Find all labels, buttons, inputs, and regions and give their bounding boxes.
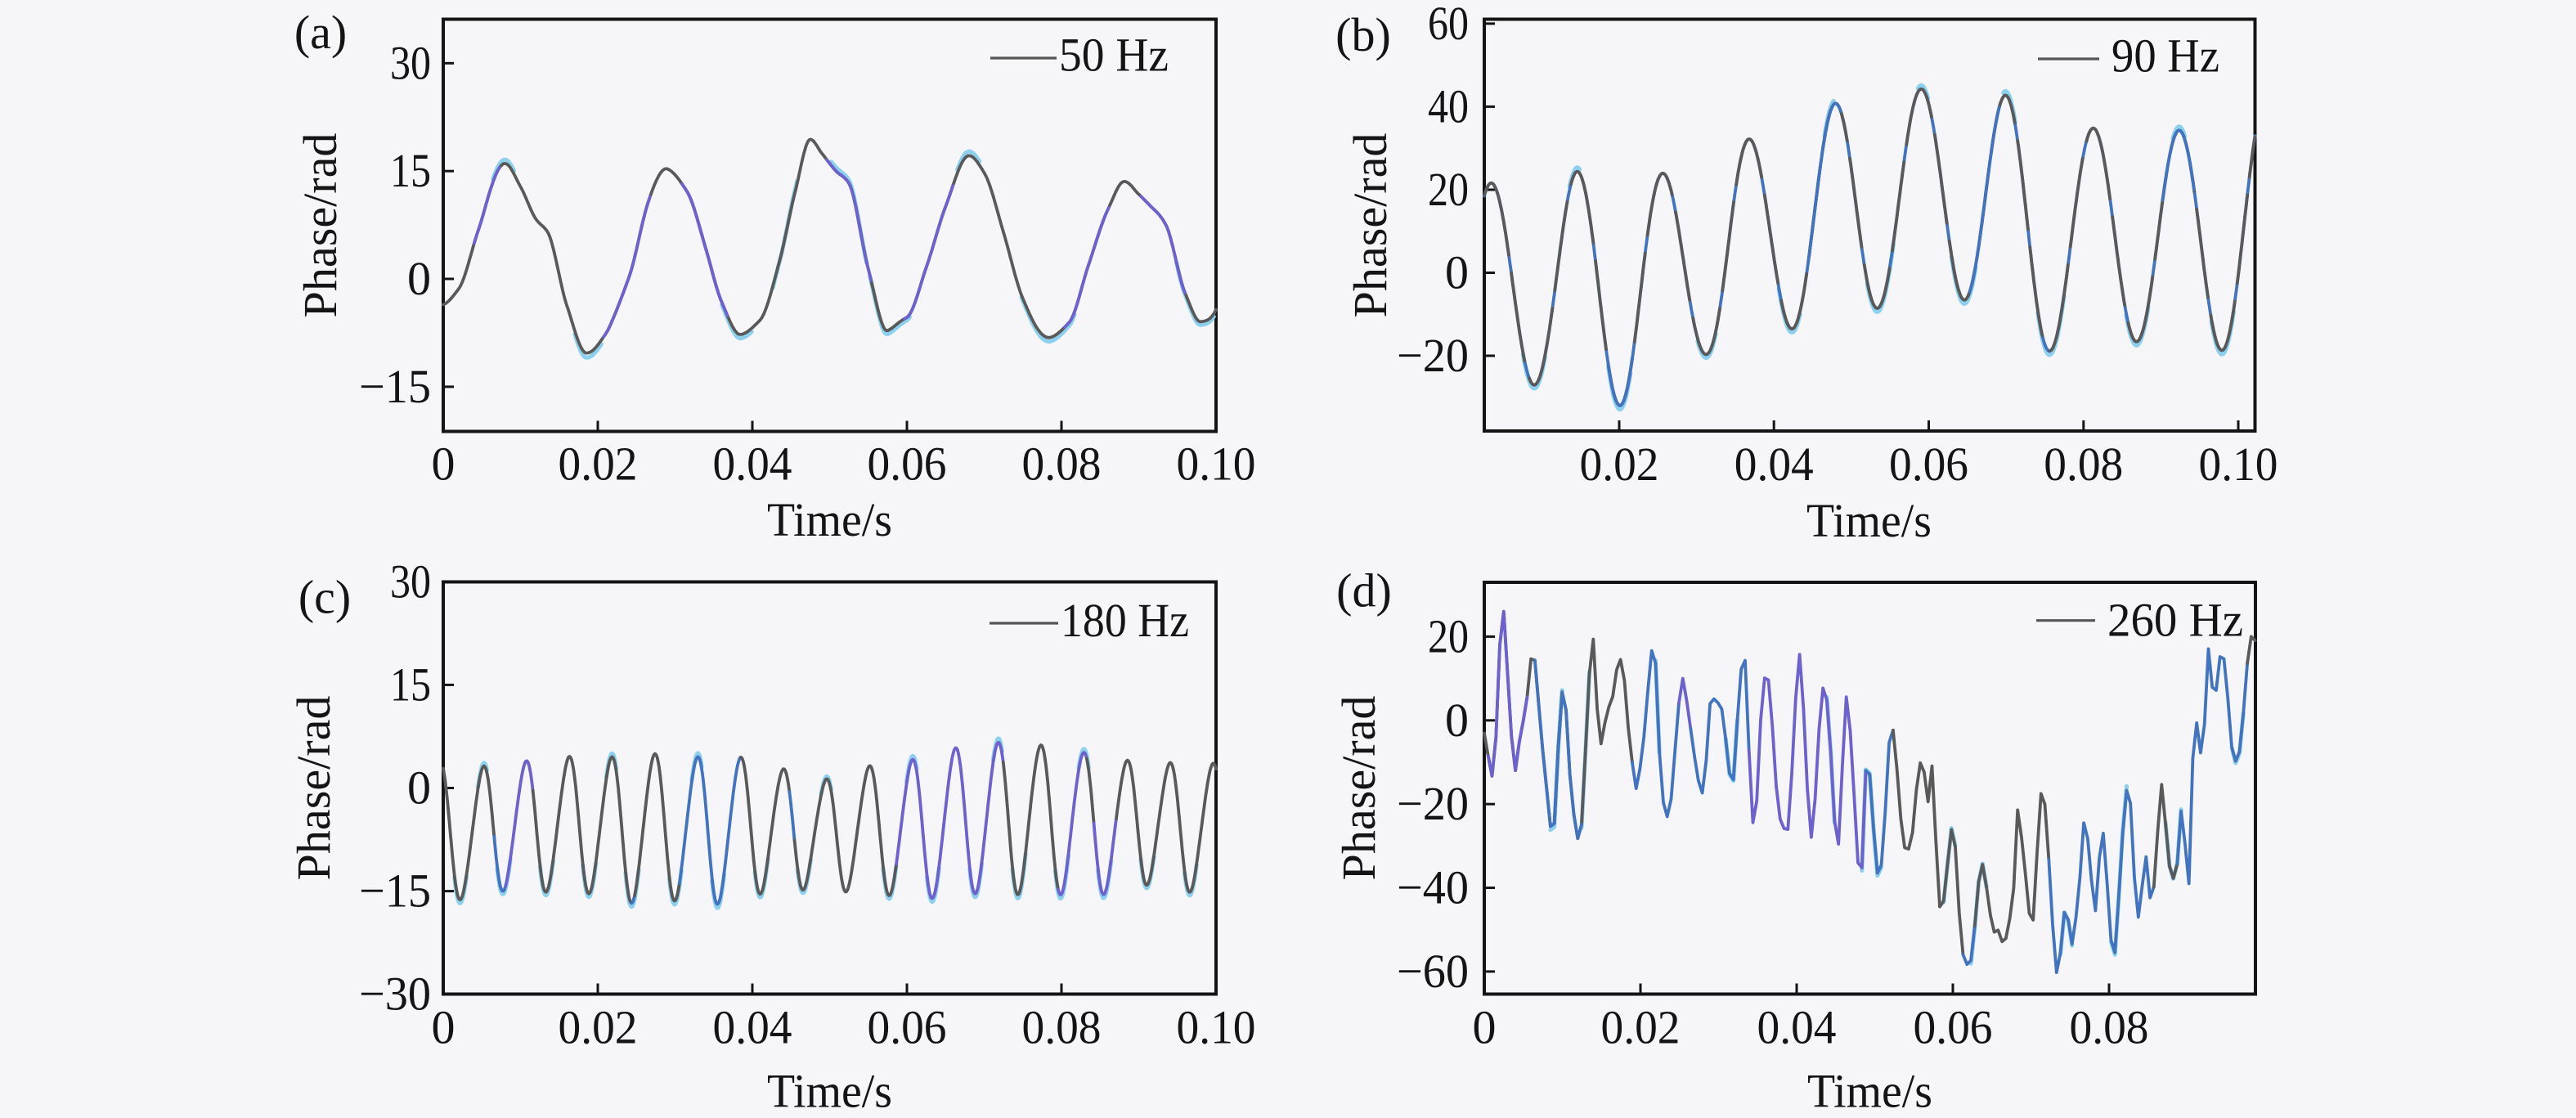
svg-text:0: 0 bbox=[1445, 246, 1469, 299]
svg-text:0.06: 0.06 bbox=[868, 1001, 947, 1054]
svg-text:0.04: 0.04 bbox=[713, 1001, 792, 1054]
svg-text:(a): (a) bbox=[294, 6, 347, 59]
svg-text:Time/s: Time/s bbox=[1806, 494, 1932, 547]
svg-text:Phase/rad: Phase/rad bbox=[1344, 133, 1397, 318]
svg-text:0: 0 bbox=[432, 1001, 456, 1054]
svg-text:0.06: 0.06 bbox=[1889, 438, 1968, 491]
svg-text:(c): (c) bbox=[298, 571, 351, 624]
svg-text:0.08: 0.08 bbox=[2044, 438, 2123, 491]
svg-text:0.04: 0.04 bbox=[1757, 1001, 1837, 1054]
svg-text:0.06: 0.06 bbox=[1914, 1001, 1993, 1054]
svg-text:(b): (b) bbox=[1335, 8, 1391, 61]
svg-text:20: 20 bbox=[1428, 609, 1469, 662]
svg-text:180 Hz: 180 Hz bbox=[1061, 594, 1189, 647]
svg-text:0.02: 0.02 bbox=[1601, 1001, 1681, 1054]
svg-text:60: 60 bbox=[1428, 0, 1469, 50]
svg-text:0: 0 bbox=[407, 252, 431, 305]
svg-text:0.08: 0.08 bbox=[1022, 1001, 1102, 1054]
svg-text:0: 0 bbox=[1473, 1001, 1497, 1054]
svg-text:20: 20 bbox=[1428, 163, 1469, 216]
svg-text:Phase/rad: Phase/rad bbox=[1332, 696, 1385, 881]
svg-text:0: 0 bbox=[1445, 694, 1469, 747]
svg-text:0: 0 bbox=[432, 438, 456, 491]
svg-text:15: 15 bbox=[390, 144, 431, 197]
svg-text:Phase/rad: Phase/rad bbox=[294, 133, 347, 318]
svg-text:−30: −30 bbox=[359, 968, 431, 1021]
svg-text:30: 30 bbox=[390, 555, 431, 608]
svg-text:0.02: 0.02 bbox=[1580, 438, 1659, 491]
svg-text:(d): (d) bbox=[1336, 564, 1392, 617]
svg-text:40: 40 bbox=[1428, 79, 1469, 132]
svg-text:Time/s: Time/s bbox=[767, 493, 892, 546]
svg-text:50 Hz: 50 Hz bbox=[1059, 29, 1169, 82]
svg-text:0.04: 0.04 bbox=[1735, 438, 1814, 491]
svg-text:90 Hz: 90 Hz bbox=[2112, 29, 2219, 83]
svg-text:−15: −15 bbox=[359, 360, 431, 413]
svg-text:0.02: 0.02 bbox=[559, 1001, 638, 1054]
svg-text:−20: −20 bbox=[1397, 329, 1469, 382]
svg-text:0.10: 0.10 bbox=[1177, 1001, 1256, 1054]
svg-text:0.08: 0.08 bbox=[1022, 438, 1102, 491]
svg-text:0.10: 0.10 bbox=[1177, 438, 1256, 491]
svg-text:0.02: 0.02 bbox=[559, 438, 638, 491]
svg-text:0.04: 0.04 bbox=[713, 438, 792, 491]
svg-text:0: 0 bbox=[407, 761, 431, 815]
svg-text:0.08: 0.08 bbox=[2070, 1001, 2149, 1054]
svg-text:Time/s: Time/s bbox=[767, 1065, 892, 1118]
svg-text:30: 30 bbox=[390, 36, 431, 89]
svg-text:−60: −60 bbox=[1397, 945, 1469, 998]
svg-text:15: 15 bbox=[390, 658, 431, 711]
svg-text:260 Hz: 260 Hz bbox=[2107, 594, 2243, 647]
svg-text:Phase/rad: Phase/rad bbox=[287, 696, 340, 881]
svg-text:0.06: 0.06 bbox=[868, 438, 947, 491]
svg-text:Time/s: Time/s bbox=[1807, 1065, 1932, 1118]
svg-text:0.10: 0.10 bbox=[2199, 438, 2278, 491]
svg-text:−15: −15 bbox=[359, 864, 431, 918]
svg-text:−40: −40 bbox=[1397, 861, 1469, 914]
svg-text:−20: −20 bbox=[1397, 777, 1469, 830]
